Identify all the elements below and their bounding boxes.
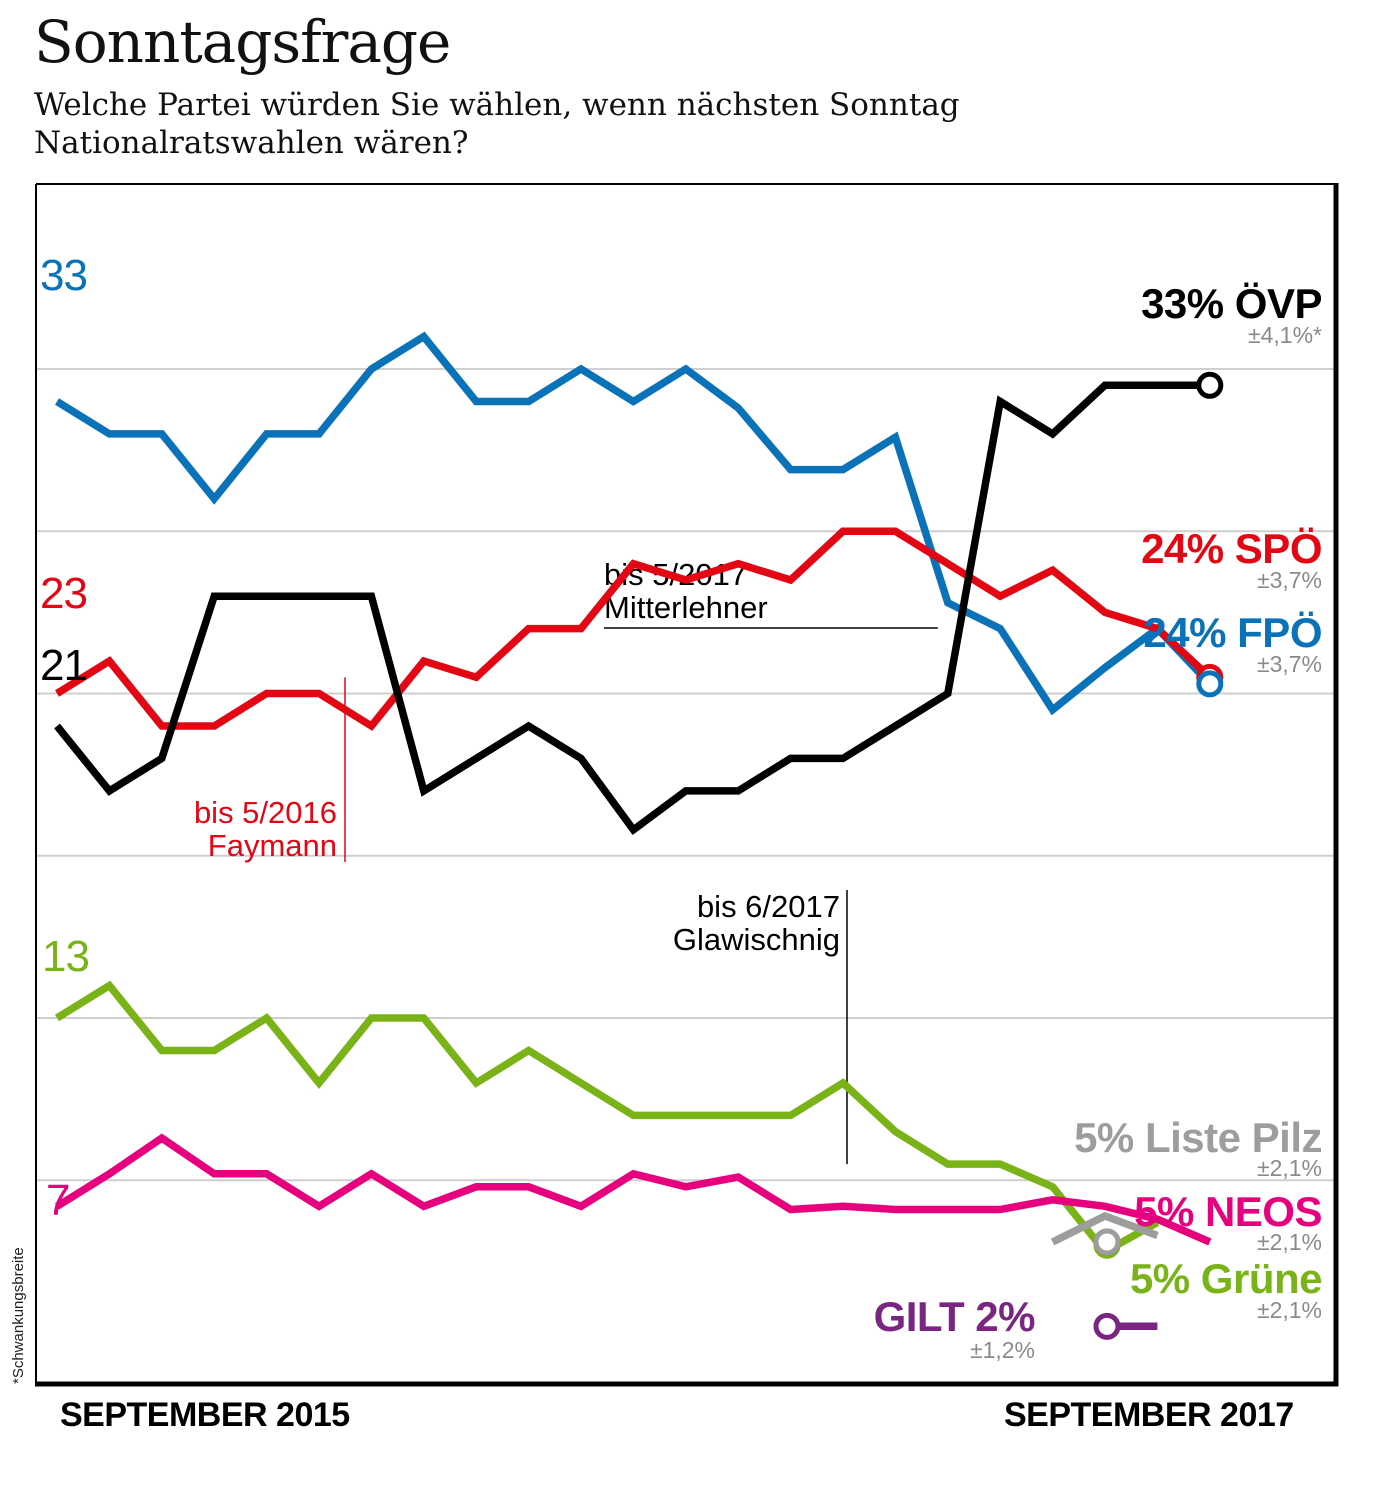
series-line-övp [54, 381, 1210, 836]
footnote-schwankungsbreite: *Schwankungsbreite [10, 1247, 27, 1384]
gridlines [36, 368, 1336, 1182]
annotation-line: Faymann [208, 828, 337, 863]
annotations: bis 5/2016 Faymann bis 5/2017 Mitterlehner b… [194, 557, 938, 1165]
end-label-fpö: 24% FPÖ [1143, 609, 1322, 656]
annotation-text: bis 5/2016 Faymann [194, 795, 337, 863]
annotation-line: Glawischnig [673, 922, 840, 957]
end-label-neos: 5% NEOS [1134, 1188, 1322, 1235]
end-markers [1093, 371, 1224, 1340]
start-label-fpö: 33 [40, 251, 87, 300]
moe-label-grüne: ±2,1% [1257, 1297, 1322, 1323]
start-label-grüne: 13 [42, 932, 89, 981]
moe-label-fpö: ±3,7% [1257, 651, 1322, 677]
annotation-text: bis 5/2017 Mitterlehner [604, 557, 768, 625]
end-marker-liste-pilz [1093, 1228, 1121, 1256]
annotation-line: Mitterlehner [604, 590, 768, 625]
series-line-neos [55, 1133, 1212, 1246]
moe-label-liste-pilz: ±2,1% [1257, 1155, 1322, 1181]
moe-label-övp: ±4,1%* [1248, 322, 1322, 348]
annotation-text: bis 6/2017 Glawischnig [673, 889, 840, 957]
start-label-övp: 21 [40, 641, 87, 690]
end-marker-gilt [1093, 1312, 1121, 1340]
series-line-spö [55, 527, 1213, 731]
x-axis-start-label: SEPTEMBER 2015 [60, 1396, 350, 1434]
end-marker-övp [1196, 371, 1224, 399]
chart-title: Sonntagsfrage [34, 8, 451, 76]
end-marker-fpö [1196, 670, 1224, 698]
series-lines [54, 331, 1213, 1331]
moe-label-neos: ±2,1% [1257, 1229, 1322, 1255]
annotation-line: bis 5/2016 [194, 795, 337, 830]
moe-label-gilt: ±1,2% [970, 1337, 1035, 1363]
moe-label-spö: ±3,7% [1257, 567, 1322, 593]
end-label-övp: 33% ÖVP [1141, 280, 1322, 327]
chart-subtitle: Welche Partei würden Sie wählen, wenn nä… [34, 87, 960, 161]
end-label-spö: 24% SPÖ [1141, 525, 1322, 572]
x-axis-end-label: SEPTEMBER 2017 [1004, 1396, 1294, 1434]
end-label-grüne: 5% Grüne [1130, 1255, 1322, 1302]
start-label-neos: 7 [46, 1176, 69, 1225]
annotation-line: bis 6/2017 [697, 889, 840, 924]
series-line-fpö [55, 331, 1213, 716]
start-label-spö: 23 [40, 569, 87, 618]
series-line-grüne [55, 980, 1160, 1257]
end-label-gilt: GILT 2% [874, 1293, 1036, 1340]
end-label-liste-pilz: 5% Liste Pilz [1074, 1114, 1322, 1161]
series-line-liste-pilz [1050, 1211, 1159, 1246]
